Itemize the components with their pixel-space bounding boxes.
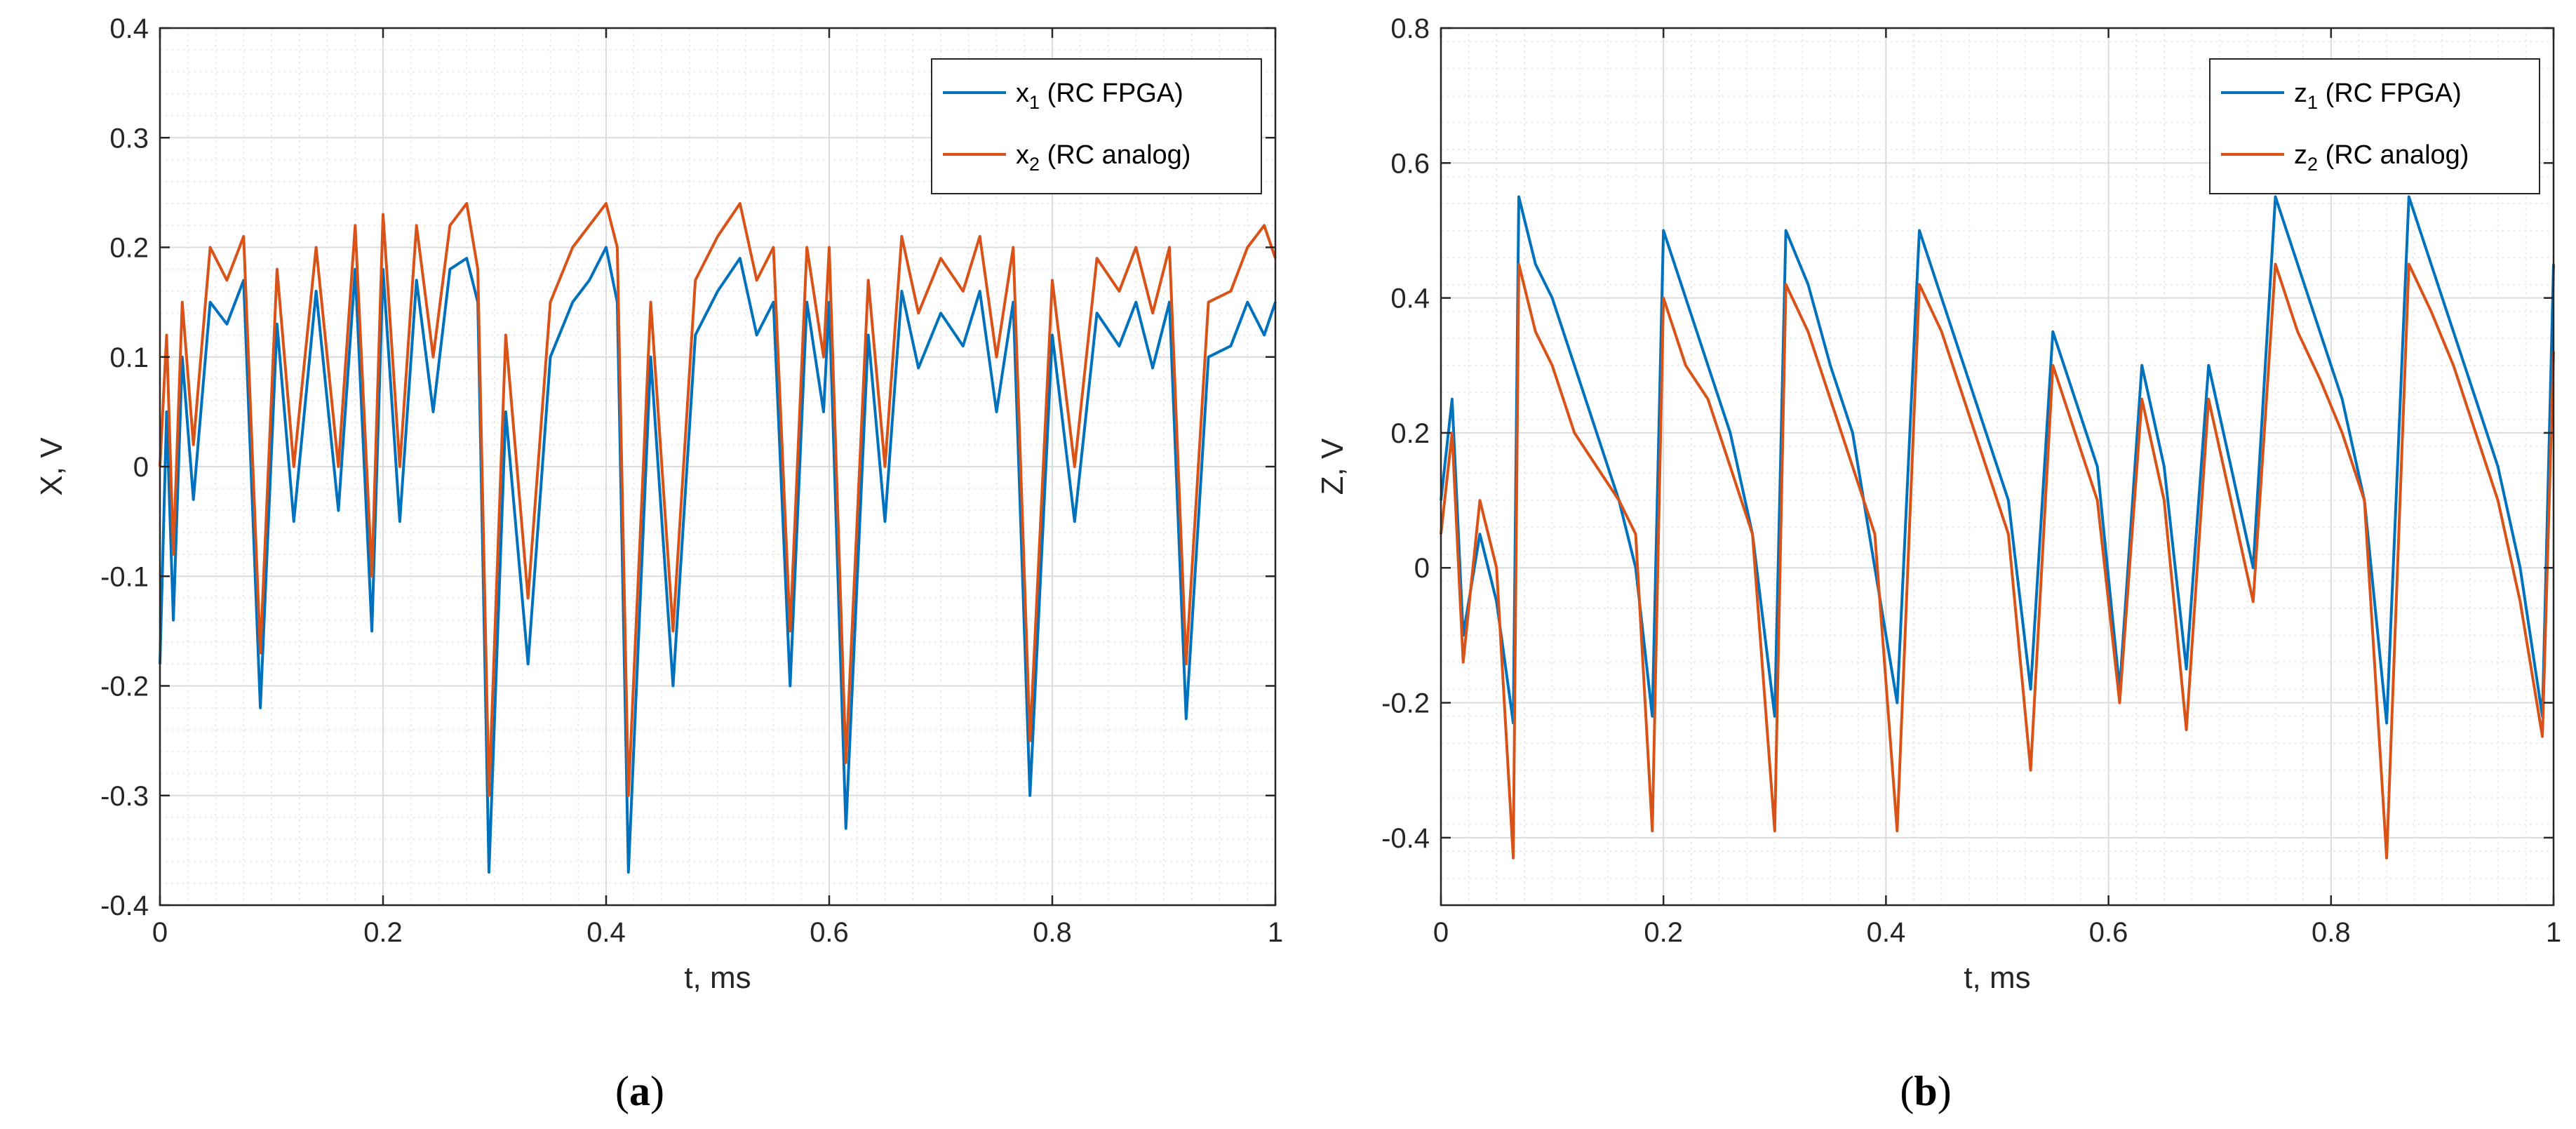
- y-tick-label: 0: [1414, 553, 1430, 584]
- legend-label-x2: x2 (RC analog): [1016, 140, 1190, 175]
- y-tick-label: 0.4: [1390, 283, 1430, 314]
- legend: x1 (RC FPGA) x2 (RC analog): [931, 58, 1262, 194]
- y-tick-label: 0: [133, 452, 149, 483]
- x-axis-label: t, ms: [1964, 961, 2030, 995]
- x-tick-label: 0.4: [1867, 917, 1906, 948]
- x-tick-label: 1: [2546, 917, 2561, 948]
- x-tick-label: 0.6: [810, 917, 849, 948]
- y-tick-label: -0.1: [100, 561, 149, 592]
- y-tick-label: -0.4: [1381, 823, 1430, 854]
- x-tick-label: 0.6: [2089, 917, 2128, 948]
- series-line-x2: [159, 202, 1277, 797]
- x-tick-label: 0.8: [2312, 917, 2351, 948]
- x-axis-label: t, ms: [684, 961, 751, 995]
- series-line-x1: [159, 246, 1277, 874]
- series-line-z1: [1440, 195, 2555, 725]
- chart-panel-a: 0 0.2 0.4 0.6 0.8 1 -0.4 -0.3 -0.2 -0.1 0 0.1 0.2 0.3…: [34, 13, 1283, 1114]
- y-tick-label: 0.3: [109, 123, 149, 154]
- y-tick-label: -0.4: [100, 890, 149, 921]
- panel-caption-b: (b): [1900, 1068, 1951, 1114]
- legend-label-z1: z1 (RC FPGA): [2294, 79, 2462, 113]
- y-tick-label: 0.2: [109, 233, 149, 264]
- y-axis-label: X, V: [34, 437, 69, 496]
- legend: z1 (RC FPGA) z2 (RC analog): [2209, 58, 2540, 194]
- y-tick-label: 0.2: [1390, 418, 1430, 449]
- legend-box: [2209, 58, 2540, 194]
- axes-box: [1440, 27, 2555, 907]
- panel-caption-a: (a): [615, 1068, 664, 1114]
- legend-label-x1: x1 (RC FPGA): [1016, 79, 1183, 113]
- y-tick-label: 0.6: [1390, 148, 1430, 179]
- y-tick-label: -0.2: [100, 672, 149, 702]
- series-line-z2: [1440, 262, 2555, 860]
- y-tick-label: 0.8: [1390, 13, 1430, 44]
- y-tick-label: -0.3: [100, 781, 149, 812]
- chart-panel-b: 0 0.2 0.4 0.6 0.8 1 -0.4 -0.2 0 0.2 0.4 0.6 0.8 t, ms…: [1315, 13, 2561, 1114]
- x-tick-label: 0: [152, 917, 168, 948]
- y-tick-label: -0.2: [1381, 688, 1430, 719]
- y-tick-label: 0.1: [109, 342, 149, 373]
- x-tick-label: 0: [1433, 917, 1449, 948]
- legend-box: [931, 58, 1262, 194]
- x-tick-label: 0.8: [1033, 917, 1072, 948]
- x-tick-label: 0.2: [363, 917, 403, 948]
- legend-label-z2: z2 (RC analog): [2294, 140, 2469, 175]
- x-tick-label: 0.4: [586, 917, 626, 948]
- x-tick-label: 1: [1268, 917, 1283, 948]
- y-axis-label: Z, V: [1315, 438, 1350, 495]
- x-tick-label: 0.2: [1644, 917, 1683, 948]
- y-tick-label: 0.4: [109, 13, 149, 44]
